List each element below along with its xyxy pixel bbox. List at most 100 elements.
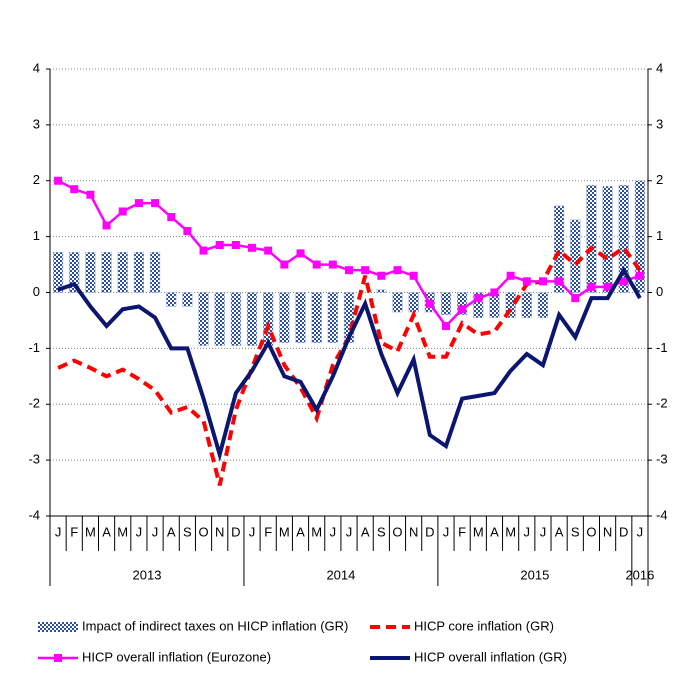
marker xyxy=(506,271,515,280)
y2-tick-label: -4 xyxy=(656,507,668,522)
y2-tick-label: 4 xyxy=(656,60,663,75)
x-tick-label: M xyxy=(473,524,484,539)
y2-tick-label: -3 xyxy=(656,452,668,467)
marker xyxy=(377,271,386,280)
y-tick-label: 4 xyxy=(33,60,40,75)
bar xyxy=(52,252,64,293)
marker xyxy=(231,241,240,250)
bar xyxy=(166,292,177,307)
x-tick-label: A xyxy=(490,524,499,539)
marker xyxy=(118,207,127,216)
marker xyxy=(635,271,644,280)
bar xyxy=(69,252,80,293)
marker xyxy=(538,277,547,286)
x-tick-label: J xyxy=(637,524,644,539)
y-tick-label: -4 xyxy=(28,507,40,522)
bar xyxy=(279,292,290,344)
y-tick-label: 3 xyxy=(33,116,40,131)
bar xyxy=(149,252,161,293)
x-tick-label: A xyxy=(555,524,564,539)
legend-swatch xyxy=(38,622,78,632)
x-tick-label: O xyxy=(198,524,208,539)
marker xyxy=(328,260,337,269)
bar xyxy=(133,252,144,293)
marker xyxy=(199,246,208,255)
bar xyxy=(198,292,209,346)
x-tick-label: N xyxy=(603,524,612,539)
marker xyxy=(296,249,305,258)
x-tick-label: M xyxy=(311,524,322,539)
bar xyxy=(117,252,128,293)
bar xyxy=(376,289,387,293)
legend-label: HICP overall inflation (GR) xyxy=(414,649,567,664)
bar xyxy=(408,292,419,313)
bar xyxy=(214,292,225,346)
x-tick-label: J xyxy=(136,524,143,539)
marker xyxy=(264,246,273,255)
marker xyxy=(409,271,418,280)
x-tick-label: S xyxy=(183,524,192,539)
bar xyxy=(586,184,597,293)
x-tick-label: A xyxy=(167,524,176,539)
x-tick-label: D xyxy=(231,524,240,539)
x-tick-label: A xyxy=(361,524,370,539)
x-tick-label: A xyxy=(102,524,111,539)
marker xyxy=(619,277,628,286)
marker xyxy=(474,294,483,303)
bar xyxy=(85,252,96,293)
x-tick-label: O xyxy=(586,524,596,539)
marker xyxy=(183,227,192,236)
marker xyxy=(280,260,289,269)
y-tick-label: 1 xyxy=(33,228,40,243)
bar xyxy=(327,292,338,344)
bar xyxy=(457,292,468,316)
y2-tick-label: 0 xyxy=(656,284,663,299)
marker xyxy=(54,176,63,185)
x-tick-label: N xyxy=(215,524,224,539)
bar xyxy=(554,205,565,293)
x-tick-label: F xyxy=(458,524,466,539)
bar xyxy=(295,292,306,344)
marker xyxy=(248,243,257,252)
y2-tick-label: -1 xyxy=(656,340,668,355)
marker xyxy=(70,185,79,194)
y2-tick-label: -2 xyxy=(656,396,668,411)
x-tick-label: S xyxy=(377,524,386,539)
x-tick-label: F xyxy=(70,524,78,539)
marker xyxy=(345,266,353,275)
x-tick-label: J xyxy=(524,524,531,539)
marker xyxy=(134,199,143,208)
x-tick-label: M xyxy=(279,524,290,539)
marker xyxy=(215,241,224,250)
y-tick-label: 0 xyxy=(33,284,40,299)
marker xyxy=(490,288,499,297)
marker xyxy=(603,282,612,291)
bar xyxy=(101,252,112,293)
x-tick-label: J xyxy=(55,524,62,539)
year-label: 2015 xyxy=(520,567,549,582)
x-tick-label: F xyxy=(264,524,272,539)
gr-line xyxy=(57,266,642,463)
x-tick-label: S xyxy=(571,524,580,539)
marker xyxy=(458,305,467,314)
y-tick-label: -3 xyxy=(28,452,40,467)
y2-tick-label: 1 xyxy=(656,228,663,243)
core-line xyxy=(57,245,642,486)
x-tick-label: O xyxy=(392,524,402,539)
marker xyxy=(361,266,370,275)
legend-swatch xyxy=(54,654,62,662)
bar xyxy=(602,186,613,293)
bar xyxy=(634,180,646,293)
y-tick-label: -1 xyxy=(28,340,40,355)
marker xyxy=(393,266,402,275)
legend-label: HICP core inflation (GR) xyxy=(414,618,554,633)
bar xyxy=(230,292,241,346)
x-tick-label: J xyxy=(152,524,159,539)
marker xyxy=(522,277,531,286)
marker xyxy=(555,277,564,286)
bar xyxy=(343,292,355,344)
bar xyxy=(505,292,516,318)
bar xyxy=(246,292,258,346)
x-tick-label: M xyxy=(85,524,96,539)
